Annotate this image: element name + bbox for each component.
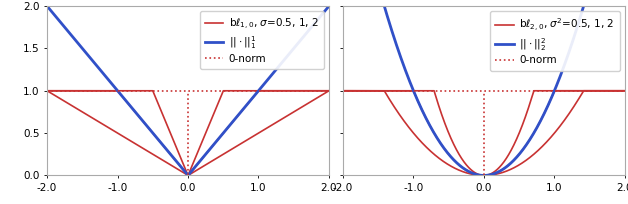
Legend: b$\ell_{2,0}$, $\sigma^2$=0.5, 1, 2, $||\cdot||_2^2$, 0-norm: b$\ell_{2,0}$, $\sigma^2$=0.5, 1, 2, $||… [490,11,620,71]
Legend: b$\ell_{1,0}$, $\sigma$=0.5, 1, 2, $||\cdot||_1^1$, 0-norm: b$\ell_{1,0}$, $\sigma$=0.5, 1, 2, $||\c… [200,11,323,69]
